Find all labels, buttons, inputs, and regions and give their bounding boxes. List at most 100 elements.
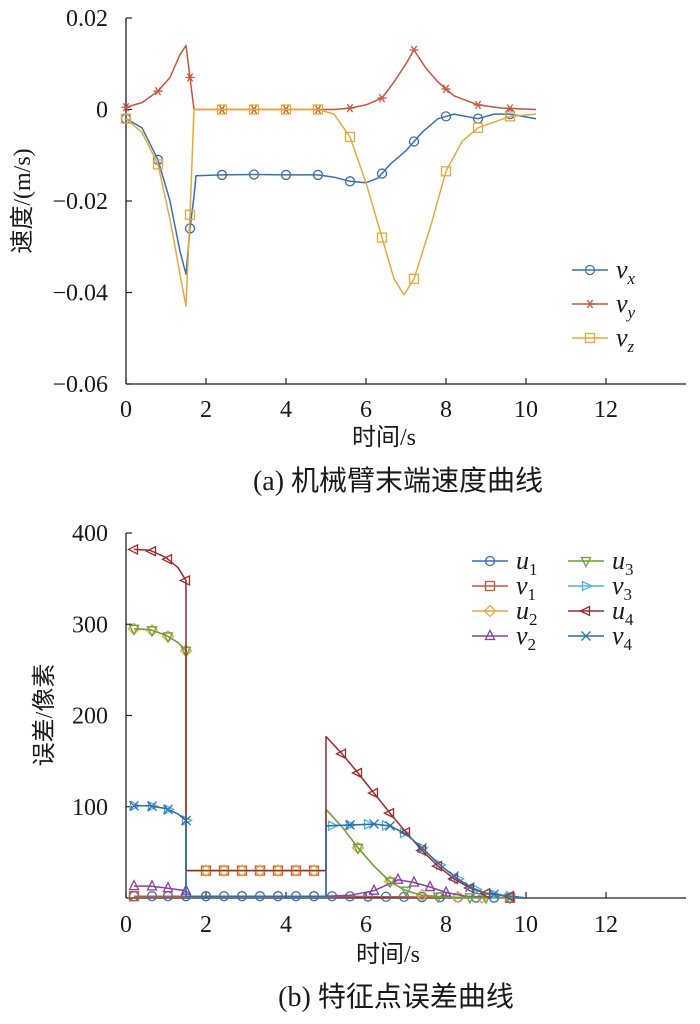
x-tick-label: 12 (594, 912, 618, 938)
x-tick-label: 0 (120, 397, 132, 423)
legend-swatch-marker (579, 605, 591, 617)
series-marker-u3 (384, 877, 396, 889)
series-marker-v2 (128, 879, 140, 891)
series-marker-u4 (383, 807, 395, 819)
series-marker-v2 (146, 879, 158, 891)
x-tick-label: 8 (440, 397, 452, 423)
series-marker-vz (216, 104, 228, 115)
chart-feature-error: 400 300 200 100 0 2 4 6 8 10 12 误差/像素 时间/s (b) 特征点… (31, 521, 686, 1013)
caption-b: (b) 特征点误差曲线 (278, 981, 514, 1013)
series-marker-u2 (415, 888, 429, 902)
series-marker-v2 (162, 881, 174, 893)
x-tick-label: 6 (360, 397, 372, 423)
series-group-a (120, 44, 537, 307)
x-tick-label: 12 (594, 397, 618, 423)
legend-label: vz (616, 323, 635, 356)
legend-swatch-marker (484, 555, 496, 567)
y-tick-label: 100 (72, 795, 108, 821)
legend-label: vy (616, 289, 636, 322)
series-marker-u4 (127, 543, 139, 555)
series-marker-vx (440, 111, 452, 122)
series-marker-u4 (335, 748, 347, 760)
series-marker-u2 (289, 864, 303, 878)
legend-swatch-marker (584, 264, 596, 276)
x-tick-label: 4 (280, 397, 292, 423)
x-tick-label: 2 (200, 397, 212, 423)
series-marker-v4 (385, 820, 395, 831)
x-tick-label: 4 (280, 912, 292, 938)
series-line-u2 (133, 628, 527, 899)
series-marker-u2 (199, 864, 213, 878)
series-marker-v4 (449, 871, 459, 882)
series-marker-v4 (489, 889, 499, 900)
series-marker-v1 (128, 891, 140, 902)
series-marker-vy (153, 86, 163, 96)
series-marker-v2 (392, 872, 404, 884)
series-marker-v4 (417, 842, 427, 853)
x-axis-label-a: 时间/s (352, 424, 416, 451)
series-marker-vx (280, 169, 292, 181)
series-marker-vz (472, 122, 484, 133)
y-tick-label: 0 (96, 98, 108, 124)
series-marker-u4 (161, 553, 173, 565)
legend-swatch-marker (580, 556, 592, 568)
chart-velocity: 0.02 0 −0.02 −0.04 −0.06 0 2 4 6 8 10 12 速度/(m/s) 时… (9, 6, 686, 497)
series-marker-vy (409, 45, 419, 55)
series-marker-vz (152, 159, 164, 170)
series-marker-u4 (179, 574, 191, 587)
x-tick-label: 8 (440, 912, 452, 938)
series-marker-v4 (181, 815, 191, 826)
series-marker-vz (280, 104, 292, 115)
series-marker-v3 (129, 800, 141, 812)
x-tick-label: 10 (514, 912, 538, 938)
series-marker-v2 (368, 883, 380, 895)
series-marker-v4 (345, 820, 355, 830)
series-line-u4 (133, 548, 527, 899)
series-marker-vz (344, 131, 356, 143)
series-marker-vx (344, 176, 356, 187)
series-marker-u3 (464, 893, 476, 905)
legend-swatch-marker (484, 580, 496, 592)
series-marker-vy (185, 73, 195, 82)
series-marker-vz (120, 113, 132, 124)
series-marker-u3 (504, 893, 516, 905)
series-marker-u3 (400, 886, 412, 898)
series-marker-v3 (163, 803, 175, 816)
series-marker-vy (377, 93, 387, 103)
legend-swatch-marker (483, 604, 497, 618)
y-axis-label-b: 误差/像素 (31, 664, 58, 767)
series-line-vz (125, 108, 537, 307)
series-line-vx (125, 113, 537, 275)
series-marker-v4 (369, 819, 379, 830)
series-marker-u3 (162, 632, 174, 644)
series-marker-u2 (271, 864, 285, 878)
y-tick-label: −0.04 (52, 281, 108, 307)
series-marker-vx (376, 168, 388, 179)
y-tick-label: 0.02 (66, 6, 108, 32)
series-marker-vz (408, 273, 420, 284)
series-marker-u3 (352, 843, 364, 855)
series-marker-vx (248, 169, 260, 180)
series-marker-u2 (307, 864, 321, 878)
series-marker-u3 (432, 892, 444, 904)
x-tick-label: 0 (120, 912, 132, 938)
legend-swatch-marker (581, 631, 591, 641)
series-marker-v3 (181, 814, 193, 826)
y-tick-label: 300 (72, 612, 108, 638)
series-marker-u4 (399, 826, 411, 838)
plot-area-a: 0.02 0 −0.02 −0.04 −0.06 0 2 4 6 8 10 12 (52, 6, 686, 423)
y-tick-label: −0.06 (52, 372, 108, 398)
series-line-u3 (133, 628, 527, 899)
series-marker-v2 (440, 885, 452, 897)
series-marker-u4 (351, 767, 363, 779)
series-marker-vx (312, 169, 324, 181)
series-marker-vz (184, 209, 196, 220)
series-marker-u3 (128, 624, 140, 636)
series-marker-vz (312, 104, 324, 115)
caption-a: (a) 机械臂末端速度曲线 (253, 465, 543, 497)
series-marker-vz (440, 166, 452, 177)
